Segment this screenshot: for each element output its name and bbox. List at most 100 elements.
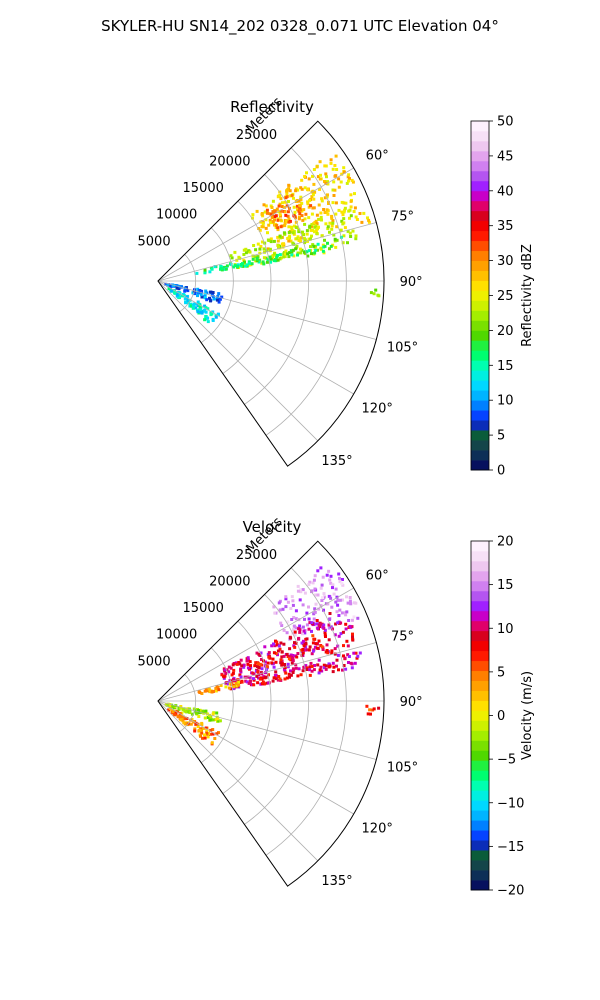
radar-gate [297,239,301,242]
radar-gate [251,257,255,261]
radar-gate [190,304,193,308]
radar-gate [185,717,189,720]
radar-gate [203,689,207,693]
azimuth-spoke [157,222,377,282]
radar-gate [264,218,268,222]
radar-gate [271,220,275,224]
colorbar-swatch [471,541,489,552]
radar-gate [331,219,335,223]
colorbar-swatch [471,180,489,192]
radar-gate [312,668,316,672]
radar-gate [329,574,333,578]
radar-gate [307,582,311,586]
radar-gate [199,310,203,314]
radar-gate [340,581,344,585]
radar-gate [203,736,207,740]
radar-gate [317,658,321,662]
radar-gate [279,661,283,665]
radar-gate [333,164,337,167]
radar-gate [328,578,332,582]
radar-gate [274,660,278,664]
radar-gate [315,232,319,236]
radar-gate [199,734,202,738]
radar-gate [292,205,296,209]
radar-gate [262,262,266,266]
radar-gate [203,292,207,296]
radar-gate [326,227,330,231]
radar-gate [278,194,282,197]
radar-gate [349,602,353,606]
radar-gate [279,197,283,201]
radar-gate [343,208,347,212]
radar-gate [371,708,375,712]
radar-gate [217,312,220,316]
colorbar-swatch [471,121,489,132]
radar-gate [317,225,320,229]
radar-gate [308,673,312,677]
radar-gate [315,622,319,626]
radar-gate [317,203,321,207]
radar-gate [205,291,209,295]
radar-gate [341,578,344,581]
radar-gate [335,610,339,614]
radar-gate [259,244,263,248]
radar-gate [312,197,316,201]
velocity-panel: Velocity 60° 75° 90° 105° 120° 135° 5000 10000 15… [138,514,535,898]
radar-gate [298,215,301,219]
radar-gate [330,224,334,228]
radar-gate [307,617,311,621]
radar-gate [198,708,202,712]
radar-gate [307,605,310,609]
radar-gate [290,595,294,599]
radar-gate [296,589,300,593]
radar-gate [327,662,331,666]
radar-gate [331,167,335,171]
radar-gate [329,161,333,165]
colorbar: 0 5 10 15 20 25 30 35 40 45 50 Reflectivity dBZ [470,115,535,479]
radar-gate [303,617,306,621]
radar-gate [276,649,280,653]
radar-gate [279,209,283,213]
figure-title: SKYLER-HU SN14_202 0328_0.071 UTC Elevat… [101,17,499,36]
radar-gate [227,665,231,669]
radar-gate [328,247,331,251]
radar-gate [223,668,227,672]
radar-gate [337,634,341,638]
radar-gate [284,196,288,200]
radar-gate [253,255,257,259]
radar-gate [286,214,290,218]
radar-gate [208,713,211,717]
radar-gate [299,588,303,592]
radar-gate [345,610,349,614]
radar-gate [337,614,341,617]
radar-gate [355,218,359,221]
radar-gate [210,267,214,271]
colorbar-swatch [471,360,489,371]
radar-gate [276,243,280,247]
radar-gate [317,607,321,611]
panel-title: Velocity [243,518,302,536]
radar-gate [232,265,235,269]
radar-gate [333,239,337,243]
radar-gate [277,246,280,250]
colorbar-swatch [471,860,489,871]
radar-gate [322,623,326,627]
radar-gate [286,210,290,214]
radar-gate [275,223,279,227]
radar-gate [226,682,230,686]
radar-gate [333,237,337,241]
radar-gate [299,251,303,255]
radar-gate [336,644,340,648]
radar-gate [292,628,296,632]
radar-gate [264,210,268,214]
radar-gate [260,677,264,681]
radar-gate [362,211,366,215]
radar-gate [227,670,231,674]
radar-gate [203,716,207,720]
radar-gate [199,308,203,312]
radar-gate [181,294,184,298]
radar-gate [337,668,340,672]
radar-gate [266,652,270,656]
radar-gate [286,188,290,191]
radar-gate [263,660,267,664]
